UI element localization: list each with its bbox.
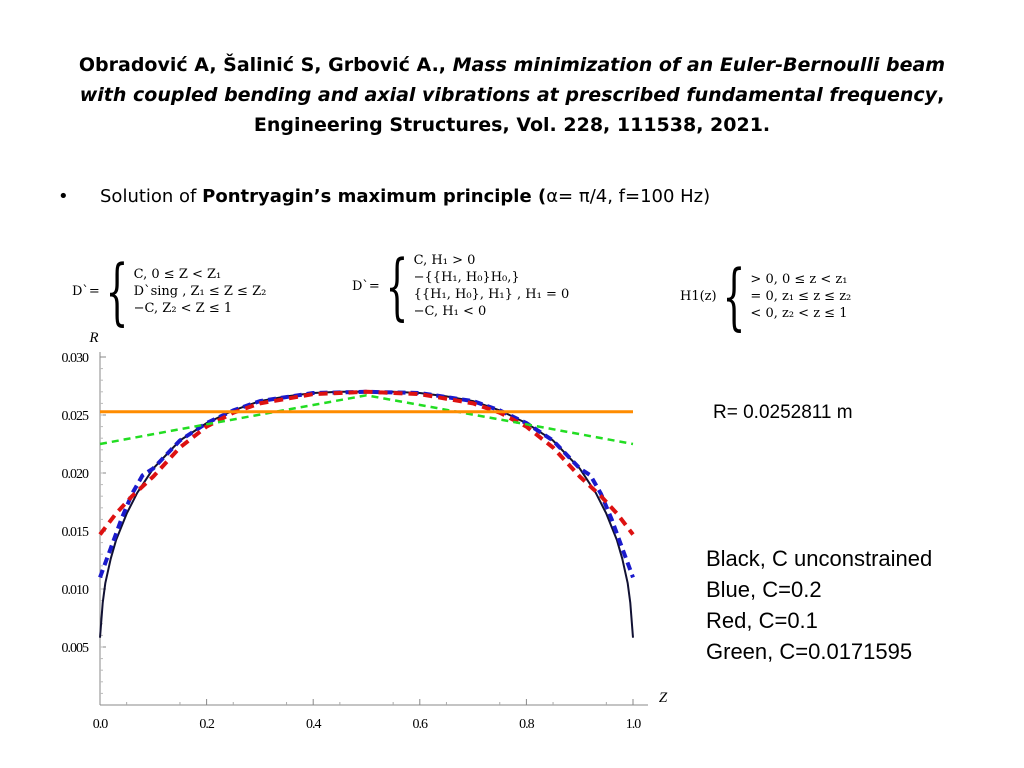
x-tick-label: 0.6 (413, 717, 429, 732)
x-tick-label: 1.0 (626, 717, 642, 732)
equation-lhs: H1(z) (680, 288, 717, 304)
y-axis-label: R (88, 330, 98, 346)
equation-line: −C, H₁ < 0 (413, 304, 487, 319)
legend-entry-red: Red, C=0.1 (706, 608, 818, 633)
equation-brace: { (722, 254, 745, 338)
y-tick-label: 0.020 (62, 467, 90, 482)
series-line-blue (98, 389, 635, 579)
equation-brace: { (105, 249, 129, 333)
equation-line: < 0, z₂ < z ≤ 1 (750, 305, 848, 321)
reference-journal: Engineering Structures, Vol. 228, 111538… (253, 114, 771, 136)
legend-entry-green: Green, C=0.0171595 (706, 639, 913, 664)
equation-lhs: D`= (352, 278, 380, 294)
equation-line: > 0, 0 ≤ z < z₁ (750, 271, 848, 287)
y-tick-label: 0.005 (62, 641, 90, 656)
equation-line: −C, Z₂ < Z ≤ 1 (133, 300, 233, 316)
bullet-suffix: α= π/4, f=100 Hz) (546, 186, 711, 207)
equation-brace: { (385, 244, 409, 328)
reference-title: Obradović A, Šalinić S, Grbović A., Mass… (78, 54, 946, 136)
equation-line: D`sing , Z₁ ≤ Z ≤ Z₂ (133, 283, 267, 299)
equation-line: −{{H₁, H₀}H₀,} (413, 270, 520, 285)
y-tick-label: 0.030 (62, 351, 90, 366)
r-value-annotation: R= 0.0252811 m (713, 402, 853, 423)
series-line-green (99, 394, 634, 446)
equation-line: {{H₁, H₀}, H₁} , H₁ = 0 (413, 287, 570, 302)
bullet-bold-text: Pontryagin’s maximum principle ( (202, 186, 547, 207)
bullet-prefix: Solution of (100, 186, 197, 207)
y-tick-label: 0.015 (62, 525, 90, 540)
series-line-red (98, 389, 635, 536)
equation-pontryagin: D`= { C, H₁ > 0 −{{H₁, H₀}H₀,} {{H₁, H₀}… (352, 250, 569, 322)
x-tick-label: 0.8 (519, 717, 535, 732)
reference-authors: Obradović A, Šalinić S, Grbović A., (78, 54, 447, 76)
x-tick-label: 0.4 (306, 717, 322, 732)
legend: Black, C unconstrained Blue, C=0.2 Red, … (706, 543, 932, 667)
x-axis-label: Z (659, 690, 668, 706)
equation-line: = 0, z₁ ≤ z ≤ z₂ (750, 288, 852, 304)
equation-line: C, 0 ≤ Z < Z₁ (133, 266, 222, 282)
x-tick-label: 0.2 (199, 717, 215, 732)
equation-line: C, H₁ > 0 (413, 253, 476, 268)
equation-lhs: D`= (72, 283, 100, 299)
bullet-point: • Solution of Pontryagin’s maximum princi… (58, 186, 710, 207)
y-tick-label: 0.010 (62, 583, 90, 598)
legend-entry-black: Black, C unconstrained (706, 546, 933, 571)
equation-control-law: D`= { C, 0 ≤ Z < Z₁ D`sing , Z₁ ≤ Z ≤ Z₂… (72, 255, 266, 327)
y-tick-label: 0.025 (62, 409, 90, 424)
legend-entry-blue: Blue, C=0.2 (706, 577, 822, 602)
reference-paper-title: Mass minimization of an Euler-Bernoulli … (79, 54, 946, 106)
x-tick-label: 0.0 (93, 717, 109, 732)
bullet-marker: • (58, 186, 69, 207)
equation-switching-function: H1(z) { > 0, 0 ≤ z < z₁ = 0, z₁ ≤ z ≤ z₂… (680, 260, 851, 332)
